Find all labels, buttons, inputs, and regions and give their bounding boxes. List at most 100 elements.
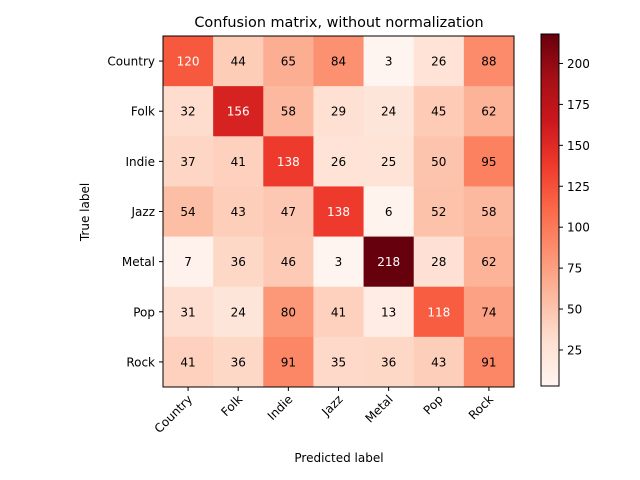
cell-value-label: 65 bbox=[281, 55, 296, 69]
cell-value-label: 36 bbox=[231, 255, 246, 269]
heatmap-cell bbox=[213, 136, 264, 187]
cell-value-label: 95 bbox=[481, 155, 496, 169]
cell-value-label: 52 bbox=[431, 205, 446, 219]
chart-title: Confusion matrix, without normalization bbox=[194, 15, 483, 31]
cell-value-label: 156 bbox=[227, 105, 250, 119]
y-axis-ticks: Country Folk Indie Jazz Metal Pop Rock bbox=[107, 55, 163, 369]
heatmap-cell bbox=[463, 236, 515, 288]
cell-value-label: 25 bbox=[381, 155, 396, 169]
heatmap-cell bbox=[463, 36, 515, 87]
cell-value-label: 32 bbox=[180, 105, 195, 119]
y-tick-label: Metal bbox=[122, 255, 155, 269]
cell-value-label: 41 bbox=[331, 305, 346, 319]
colorbar-tick-label: 150 bbox=[567, 139, 590, 153]
cell-value-label: 138 bbox=[277, 155, 300, 169]
cell-value-label: 24 bbox=[381, 105, 396, 119]
heatmap-cell bbox=[413, 286, 465, 338]
heatmap-cell bbox=[463, 336, 515, 388]
heatmap-cell bbox=[163, 236, 214, 288]
heatmap-cell bbox=[263, 236, 314, 288]
cell-value-label: 80 bbox=[281, 305, 296, 319]
cell-value-label: 58 bbox=[281, 105, 296, 119]
heatmap-cell bbox=[313, 336, 365, 388]
heatmap-cell bbox=[213, 236, 264, 288]
heatmap-cell bbox=[363, 186, 415, 238]
heatmap-cell bbox=[413, 86, 465, 137]
cell-value-label: 62 bbox=[481, 105, 496, 119]
cell-value-label: 29 bbox=[331, 105, 346, 119]
cell-value-label: 118 bbox=[427, 305, 450, 319]
cell-value-label: 91 bbox=[281, 355, 296, 369]
heatmap-cell bbox=[163, 36, 214, 87]
heatmap-cell bbox=[363, 286, 415, 338]
heatmap-cell bbox=[213, 186, 264, 238]
heatmap-cell bbox=[163, 186, 214, 238]
colorbar-tick-label: 50 bbox=[567, 303, 582, 317]
heatmap-cell bbox=[413, 136, 465, 187]
y-tick-label: Indie bbox=[126, 155, 155, 169]
cell-value-label: 37 bbox=[180, 155, 195, 169]
heatmap-cell bbox=[263, 336, 314, 388]
cell-value-label: 3 bbox=[385, 55, 393, 69]
heatmap-cell bbox=[313, 236, 365, 288]
heatmap-cell bbox=[363, 336, 415, 388]
cell-value-label: 88 bbox=[481, 55, 496, 69]
heatmap-cell bbox=[463, 86, 515, 137]
heatmap-cell bbox=[213, 286, 264, 338]
y-tick-label: Folk bbox=[131, 105, 155, 119]
heatmap-cell bbox=[263, 286, 314, 338]
cell-value-label: 58 bbox=[481, 205, 496, 219]
cell-value-label: 84 bbox=[331, 55, 346, 69]
heatmap-cell bbox=[213, 336, 264, 388]
cell-value-label: 28 bbox=[431, 255, 446, 269]
cell-value-label: 120 bbox=[177, 55, 200, 69]
cell-value-label: 26 bbox=[431, 55, 446, 69]
cell-value-label: 74 bbox=[481, 305, 496, 319]
heatmap-cell bbox=[213, 86, 264, 137]
heatmap-cell bbox=[263, 136, 314, 187]
heatmap-cell bbox=[263, 86, 314, 137]
heatmap-cell bbox=[463, 286, 515, 338]
colorbar-tick-label: 200 bbox=[567, 57, 590, 71]
heatmap-cell bbox=[313, 86, 365, 137]
colorbar-ticks: 25 50 75 100 125 150 175 200 bbox=[559, 57, 590, 357]
heatmap-cell bbox=[463, 186, 515, 238]
colorbar-tick-label: 175 bbox=[567, 98, 590, 112]
cell-value-label: 13 bbox=[381, 305, 396, 319]
cell-value-label: 41 bbox=[180, 355, 195, 369]
heatmap-cell bbox=[313, 286, 365, 338]
heatmap-cell bbox=[263, 36, 314, 87]
heatmap-cell bbox=[363, 136, 415, 187]
y-tick-label: Rock bbox=[126, 355, 155, 369]
colorbar-tick-label: 75 bbox=[567, 262, 582, 276]
heatmap-cell bbox=[163, 286, 214, 338]
cell-value-label: 31 bbox=[180, 305, 195, 319]
heatmap-cell bbox=[413, 336, 465, 388]
heatmap-cell bbox=[363, 236, 415, 288]
cell-value-label: 35 bbox=[331, 355, 346, 369]
heatmap-cell bbox=[163, 136, 214, 187]
heatmap-cells bbox=[163, 36, 515, 388]
heatmap-cell bbox=[313, 186, 365, 238]
heatmap-cell bbox=[363, 86, 415, 137]
cell-value-label: 24 bbox=[231, 305, 246, 319]
cell-value-label: 26 bbox=[331, 155, 346, 169]
colorbar-tick-label: 100 bbox=[567, 221, 590, 235]
heatmap-cell bbox=[163, 336, 214, 388]
cell-value-label: 36 bbox=[381, 355, 396, 369]
cell-value-label: 36 bbox=[231, 355, 246, 369]
cell-value-label: 43 bbox=[231, 205, 246, 219]
cell-value-label: 138 bbox=[327, 205, 350, 219]
cell-value-label: 47 bbox=[281, 205, 296, 219]
heatmap-cell bbox=[413, 186, 465, 238]
heatmap-cell bbox=[413, 236, 465, 288]
heatmap-cell bbox=[313, 136, 365, 187]
colorbar-tick-label: 25 bbox=[567, 343, 582, 357]
cell-value-label: 6 bbox=[385, 205, 393, 219]
cell-value-label: 44 bbox=[231, 55, 246, 69]
cell-value-label: 7 bbox=[184, 255, 192, 269]
x-axis-label: Predicted label bbox=[294, 451, 383, 465]
cell-value-label: 43 bbox=[431, 355, 446, 369]
